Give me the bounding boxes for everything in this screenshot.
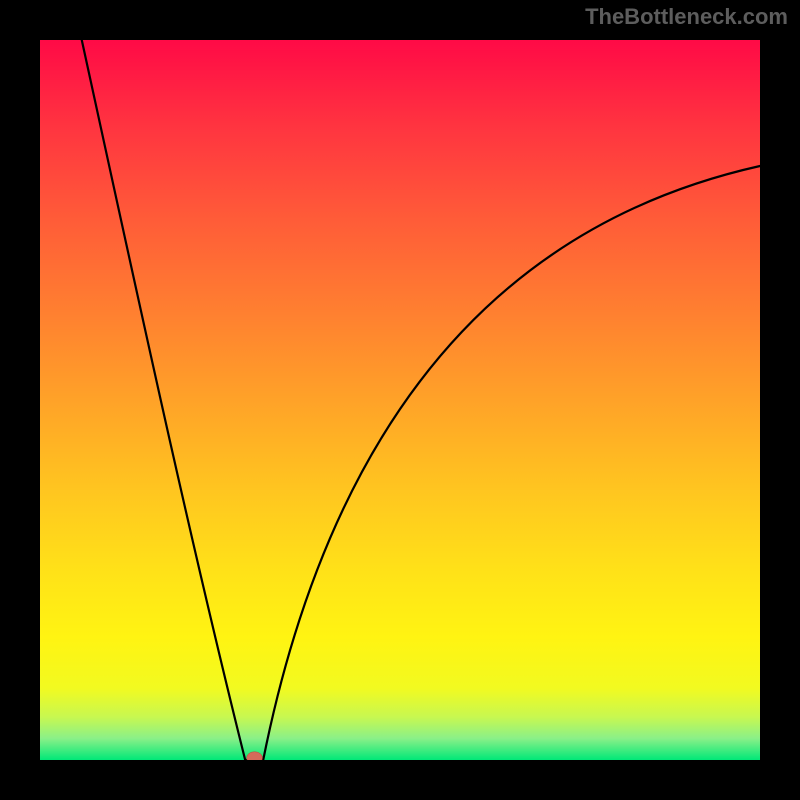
frame-bottom <box>0 760 800 800</box>
frame-left <box>0 0 40 800</box>
bottleneck-chart <box>0 0 800 800</box>
watermark-label: TheBottleneck.com <box>585 4 788 30</box>
chart-container: TheBottleneck.com <box>0 0 800 800</box>
frame-right <box>760 0 800 800</box>
plot-background <box>40 40 760 760</box>
